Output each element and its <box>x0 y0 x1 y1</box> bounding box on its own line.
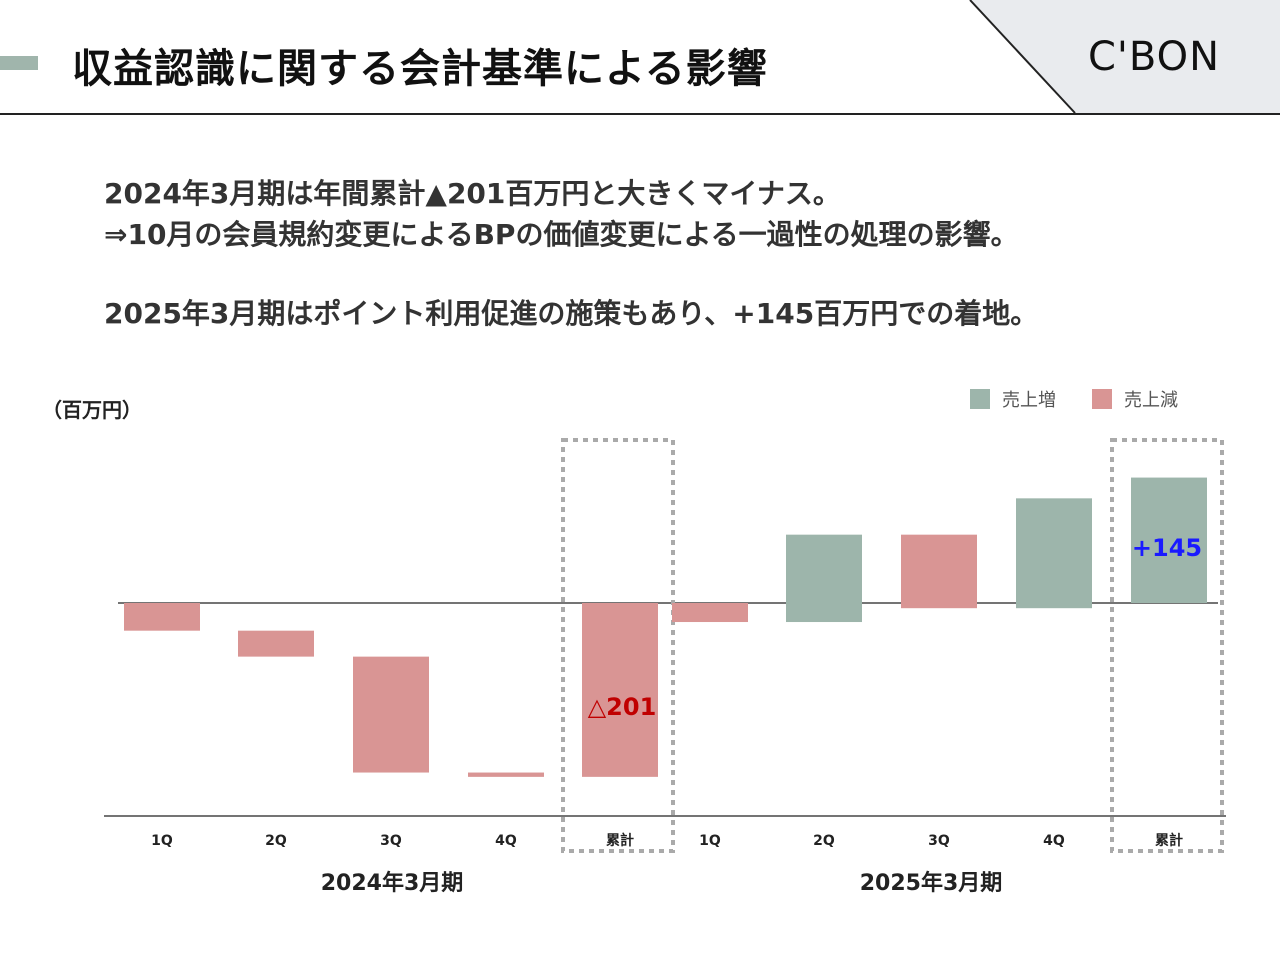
page-title: 収益認識に関する会計基準による影響 <box>72 46 768 92</box>
group-label: 2024年3月期 <box>321 870 464 896</box>
logo-background <box>969 0 1280 114</box>
description-line-2: ⇒10月の会員規約変更によるBPの価値変更による一過性の処理の影響。 <box>104 218 1019 251</box>
group-label: 2025年3月期 <box>860 870 1003 896</box>
x-tick-label: 4Q <box>495 833 517 849</box>
header: 収益認識に関する会計基準による影響 C'BON <box>0 0 1280 115</box>
chart-unit-label: （百万円） <box>42 398 142 422</box>
legend-label-decrease: 売上減 <box>1124 390 1178 411</box>
bar-fy2025-q1 <box>672 603 748 623</box>
bar-fy2025-q2 <box>786 534 862 623</box>
data-label-total: +145 <box>1132 534 1202 562</box>
bar-fy2024-q2 <box>238 630 314 657</box>
legend-swatch-decrease <box>1092 389 1112 409</box>
bar-fy2025-total <box>1131 477 1207 603</box>
title-accent-bar <box>0 56 38 70</box>
legend-item-increase: 売上増 <box>970 386 1056 412</box>
legend-swatch-increase <box>970 389 990 409</box>
total-highlight-frame <box>1110 438 1224 853</box>
x-tick-label: 2Q <box>813 833 835 849</box>
x-tick-label: 累計 <box>606 832 634 849</box>
x-tick-label: 3Q <box>380 833 402 849</box>
bar-fy2024-q3 <box>353 656 429 773</box>
bar-fy2024-total <box>582 603 658 777</box>
bar-fy2025-q4 <box>1016 498 1092 609</box>
bar-fy2024-q1 <box>124 603 200 631</box>
description-line-3: 2025年3月期はポイント利用促進の施策もあり、+145百万円での着地。 <box>104 297 1039 330</box>
bar-fy2025-q3 <box>901 534 977 609</box>
x-tick-label: 1Q <box>151 833 173 849</box>
x-tick-label: 2Q <box>265 833 287 849</box>
total-highlight-frame <box>561 438 675 853</box>
x-tick-label: 4Q <box>1043 833 1065 849</box>
x-tick-label: 1Q <box>699 833 721 849</box>
company-logo: C'BON <box>1088 34 1221 80</box>
x-tick-label: 累計 <box>1155 832 1183 849</box>
data-label-total: △201 <box>588 693 657 721</box>
bar-fy2024-q4 <box>468 772 544 777</box>
x-tick-label: 3Q <box>928 833 950 849</box>
description-line-1: 2024年3月期は年間累計▲201百万円と大きくマイナス。 <box>104 177 841 210</box>
header-divider <box>0 113 1280 115</box>
waterfall-chart: 1Q 2Q 3Q 4Q 累計 △201 2024年3月期 1Q 2Q 3Q 4Q 累計 +145 2025… <box>104 438 1226 896</box>
legend-item-decrease: 売上減 <box>1092 386 1178 412</box>
legend-label-increase: 売上増 <box>1002 390 1056 411</box>
